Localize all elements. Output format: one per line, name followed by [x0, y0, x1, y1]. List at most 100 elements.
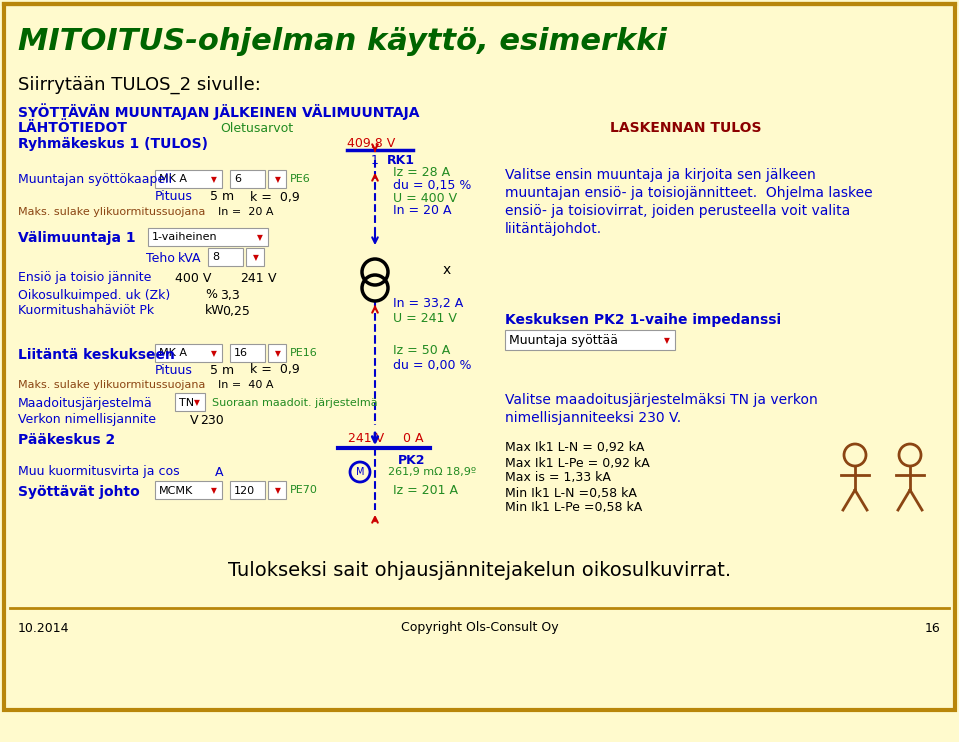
Text: V: V [268, 272, 276, 284]
Text: Teho: Teho [146, 252, 175, 264]
Text: M: M [356, 467, 364, 477]
Text: 1-vaiheinen: 1-vaiheinen [152, 232, 218, 243]
Text: ▼: ▼ [665, 336, 670, 345]
Text: Siirrytään TULOS_2 sivulle:: Siirrytään TULOS_2 sivulle: [18, 76, 261, 94]
FancyBboxPatch shape [155, 344, 222, 362]
FancyBboxPatch shape [268, 170, 286, 188]
Text: Max Ik1 L-N = 0,92 kA: Max Ik1 L-N = 0,92 kA [505, 441, 644, 455]
Text: ▼: ▼ [275, 349, 281, 358]
Text: 409,8 V: 409,8 V [347, 137, 395, 149]
Text: Tulokseksi sait ohjausjännitejakelun oikosulkuvirrat.: Tulokseksi sait ohjausjännitejakelun oik… [228, 560, 732, 580]
Text: In = 20 A: In = 20 A [393, 205, 452, 217]
Text: du = 0,00 %: du = 0,00 % [393, 358, 472, 372]
Text: In =  40 A: In = 40 A [218, 380, 273, 390]
Text: Maks. sulake ylikuormitussuojana: Maks. sulake ylikuormitussuojana [18, 207, 205, 217]
Text: kW: kW [205, 304, 224, 318]
Text: Syöttävät johto: Syöttävät johto [18, 485, 140, 499]
Text: Maks. sulake ylikuormitussuojana: Maks. sulake ylikuormitussuojana [18, 380, 205, 390]
Text: Liitäntä keskukseen: Liitäntä keskukseen [18, 348, 175, 362]
Text: 5 m: 5 m [210, 191, 234, 203]
Text: 5 m: 5 m [210, 364, 234, 376]
Text: A: A [215, 465, 223, 479]
Text: 16: 16 [924, 622, 940, 634]
Text: In =  20 A: In = 20 A [218, 207, 273, 217]
Text: kVA: kVA [178, 252, 201, 264]
Text: Keskuksen PK2 1-vaihe impedanssi: Keskuksen PK2 1-vaihe impedanssi [505, 313, 782, 327]
Text: Ryhmäkeskus 1 (TULOS): Ryhmäkeskus 1 (TULOS) [18, 137, 208, 151]
Text: Pituus: Pituus [155, 191, 193, 203]
Text: ▼: ▼ [211, 486, 217, 495]
Text: MK A: MK A [159, 349, 187, 358]
Text: 230: 230 [200, 413, 223, 427]
Text: ensiö- ja toisiovirrat, joiden perusteella voit valita: ensiö- ja toisiovirrat, joiden perusteel… [505, 204, 851, 218]
Text: k =  0,9: k = 0,9 [250, 191, 300, 203]
Text: 0 A: 0 A [403, 432, 424, 444]
Text: Muu kuormitusvirta ja cos: Muu kuormitusvirta ja cos [18, 465, 179, 479]
Text: ▼: ▼ [253, 253, 259, 262]
FancyBboxPatch shape [505, 330, 675, 350]
FancyBboxPatch shape [246, 248, 264, 266]
Text: Min Ik1 L-N =0,58 kA: Min Ik1 L-N =0,58 kA [505, 487, 637, 499]
Text: Iz = 28 A: Iz = 28 A [393, 165, 450, 179]
Text: MITOITUS-ohjelman käyttö, esimerkki: MITOITUS-ohjelman käyttö, esimerkki [18, 27, 667, 56]
FancyBboxPatch shape [268, 344, 286, 362]
Text: Valitse ensin muuntaja ja kirjoita sen jälkeen: Valitse ensin muuntaja ja kirjoita sen j… [505, 168, 816, 182]
Text: ▼: ▼ [211, 349, 217, 358]
Text: Iz = 201 A: Iz = 201 A [393, 484, 458, 496]
FancyBboxPatch shape [155, 481, 222, 499]
Text: k =  0,9: k = 0,9 [250, 364, 300, 376]
Text: Iz = 50 A: Iz = 50 A [393, 344, 450, 356]
Text: Min Ik1 L-Pe =0,58 kA: Min Ik1 L-Pe =0,58 kA [505, 502, 643, 514]
Text: U = 400 V: U = 400 V [393, 191, 457, 205]
Text: 0,25: 0,25 [222, 304, 250, 318]
Text: Kuormitushahäviöt Pk: Kuormitushahäviöt Pk [18, 304, 154, 318]
Text: x: x [443, 263, 452, 277]
Text: 10.2014: 10.2014 [18, 622, 69, 634]
Text: Maadoitusjärjestelmä: Maadoitusjärjestelmä [18, 396, 152, 410]
Text: Valitse maadoitusjärjestelmäksi TN ja verkon: Valitse maadoitusjärjestelmäksi TN ja ve… [505, 393, 818, 407]
Text: LÄHTÖTIEDOT: LÄHTÖTIEDOT [18, 121, 128, 135]
Text: 6: 6 [234, 174, 241, 185]
Text: %: % [205, 289, 217, 301]
Text: ▼: ▼ [275, 175, 281, 184]
Text: Muuntajan syöttökaapeli: Muuntajan syöttökaapeli [18, 174, 172, 186]
FancyBboxPatch shape [208, 248, 243, 266]
Text: 241 V: 241 V [348, 432, 385, 444]
Text: ▼: ▼ [257, 233, 263, 242]
FancyBboxPatch shape [268, 481, 286, 499]
Text: nimellisjanniteeksi 230 V.: nimellisjanniteeksi 230 V. [505, 411, 681, 425]
Text: 241: 241 [240, 272, 264, 284]
FancyBboxPatch shape [230, 344, 265, 362]
Text: In = 33,2 A: In = 33,2 A [393, 297, 463, 309]
Text: MK A: MK A [159, 174, 187, 185]
Text: du = 0,15 %: du = 0,15 % [393, 179, 472, 191]
Text: 261,9 mΩ 18,9º: 261,9 mΩ 18,9º [388, 467, 476, 477]
Text: ▼: ▼ [275, 486, 281, 495]
Text: Max is = 1,33 kA: Max is = 1,33 kA [505, 471, 611, 485]
Text: ▼: ▼ [211, 175, 217, 184]
Text: 16: 16 [234, 349, 248, 358]
Text: 8: 8 [212, 252, 219, 263]
FancyBboxPatch shape [155, 170, 222, 188]
Text: ▼: ▼ [194, 398, 200, 407]
Text: Muuntaja syöttää: Muuntaja syöttää [509, 334, 618, 347]
FancyBboxPatch shape [175, 393, 205, 411]
Text: SYÖTTÄVÄN MUUNTAJAN JÄLKEINEN VÄLIMUUNTAJA: SYÖTTÄVÄN MUUNTAJAN JÄLKEINEN VÄLIMUUNTA… [18, 104, 419, 120]
FancyBboxPatch shape [4, 4, 955, 710]
Text: Oikosulkuimped. uk (Zk): Oikosulkuimped. uk (Zk) [18, 289, 171, 301]
Text: PK2: PK2 [398, 453, 426, 467]
Text: Ensiö ja toisio jännite: Ensiö ja toisio jännite [18, 272, 152, 284]
Text: LASKENNAN TULOS: LASKENNAN TULOS [610, 121, 761, 135]
Text: Max Ik1 L-Pe = 0,92 kA: Max Ik1 L-Pe = 0,92 kA [505, 456, 650, 470]
Text: 400 V: 400 V [175, 272, 211, 284]
Text: U = 241 V: U = 241 V [393, 312, 456, 324]
Text: Oletusarvot: Oletusarvot [220, 122, 293, 134]
Text: PE16: PE16 [290, 348, 317, 358]
Text: muuntajan ensiö- ja toisiojännitteet.  Ohjelma laskee: muuntajan ensiö- ja toisiojännitteet. Oh… [505, 186, 873, 200]
Text: 120: 120 [234, 485, 255, 496]
Text: Copyright Ols-Consult Oy: Copyright Ols-Consult Oy [401, 622, 559, 634]
FancyBboxPatch shape [230, 170, 265, 188]
Text: PE70: PE70 [290, 485, 317, 495]
Text: PE6: PE6 [290, 174, 311, 184]
Text: liitäntäjohdot.: liitäntäjohdot. [505, 222, 602, 236]
